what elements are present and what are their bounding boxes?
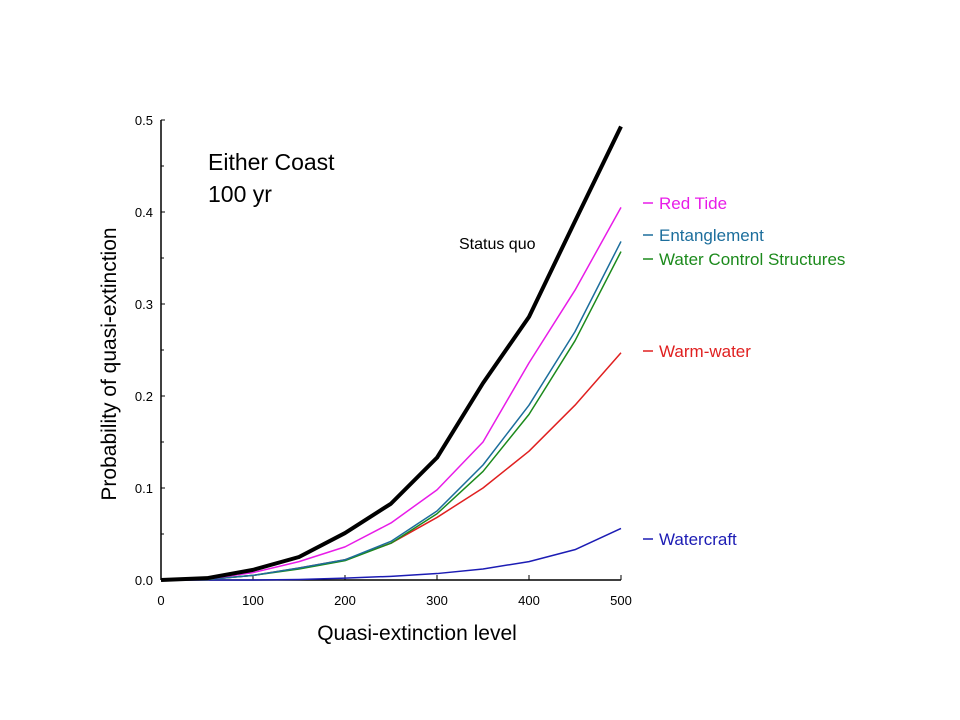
x-tick-label: 400 [518,593,540,608]
x-tick-label: 500 [610,593,632,608]
series-line-entanglement [160,241,622,581]
y-tick-label: 0.0 [135,573,153,588]
series-label: Red Tide [659,194,727,213]
series-label: Status quo [459,236,536,253]
y-axis-label: Probability of quasi-extinction [98,227,121,500]
x-tick-label: 200 [334,593,356,608]
series-label: Watercraft [659,530,737,549]
y-tick-label: 0.1 [135,481,153,496]
series-label: Warm-water [659,342,751,361]
series-line-status-quo [160,125,623,582]
series-label: Water Control Structures [659,250,845,269]
series-label: Entanglement [659,226,764,245]
series-lines [160,125,623,582]
x-tick-label: 300 [426,593,448,608]
y-tick-label: 0.2 [135,389,153,404]
x-tick-label: 0 [157,593,164,608]
y-tick-label: 0.5 [135,113,153,128]
annotation-line-1: Either Coast [208,149,335,175]
series-line-red-tide [160,207,622,581]
series-line-watercraft [161,527,622,581]
x-axis-label: Quasi-extinction level [317,622,517,645]
y-tick-label: 0.4 [135,205,153,220]
axes: 0 100 200 300 400 500 0.0 0.1 0.2 0.3 0.4 0.5 [135,113,632,608]
x-tick-label: 100 [242,593,264,608]
y-tick-label: 0.3 [135,297,153,312]
series-line-water-control-structures [160,251,622,581]
series-line-warm-water [160,352,622,581]
annotation-line-2: 100 yr [208,181,272,207]
series-labels: Status quo Red Tide Entanglement Water Cont… [459,194,845,549]
